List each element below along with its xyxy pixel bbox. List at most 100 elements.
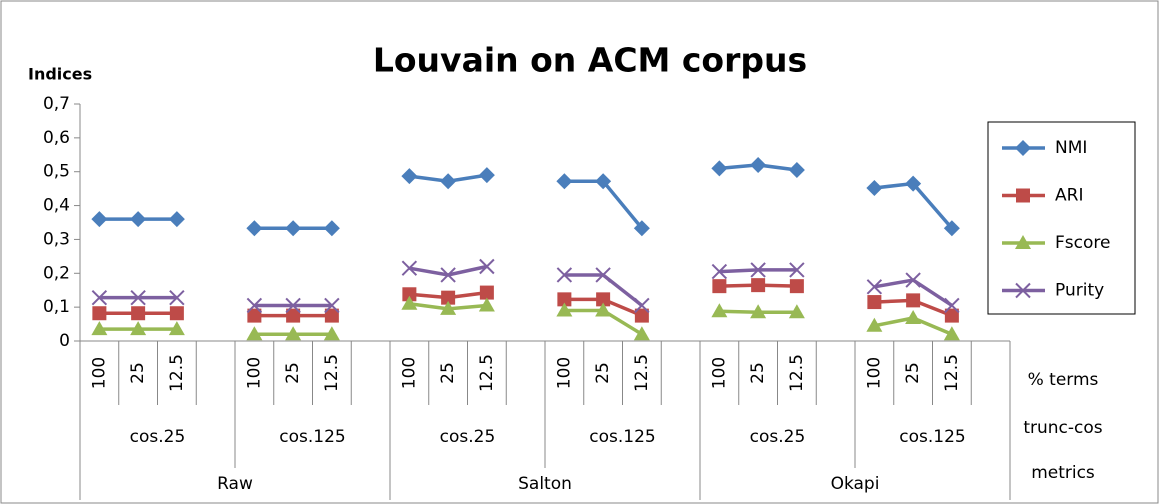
- marker: [596, 292, 611, 307]
- y-tick-label: 0,3: [43, 229, 70, 249]
- y-tick-label: 0,7: [43, 94, 70, 114]
- marker: [906, 293, 921, 308]
- marker: [750, 304, 767, 319]
- marker: [789, 262, 805, 278]
- marker: [323, 220, 340, 237]
- marker: [944, 297, 960, 314]
- marker: [247, 308, 262, 323]
- marker: [130, 321, 147, 336]
- marker: [595, 267, 611, 283]
- x-tick-label: 25: [593, 362, 613, 384]
- marker: [750, 156, 767, 173]
- subgroup-label: cos.125: [899, 427, 965, 447]
- y-tick-label: 0: [59, 331, 70, 351]
- marker: [285, 297, 301, 314]
- x-tick-label: 100: [244, 357, 264, 389]
- y-axis-label: Indices: [28, 65, 92, 84]
- marker: [711, 263, 728, 280]
- marker: [441, 290, 456, 305]
- marker: [324, 308, 339, 323]
- x-tick-label: 25: [748, 362, 768, 384]
- marker: [440, 173, 457, 190]
- marker: [943, 220, 960, 237]
- x-tick-label: 12.5: [477, 354, 497, 392]
- marker: [943, 326, 960, 341]
- legend-marker: [1015, 282, 1031, 299]
- marker: [556, 173, 573, 190]
- marker: [712, 279, 727, 294]
- marker: [788, 304, 805, 319]
- x-tick-label: 12.5: [322, 354, 342, 392]
- legend-marker: [1015, 235, 1031, 249]
- group-label: Raw: [217, 474, 253, 494]
- marker: [905, 272, 921, 288]
- marker: [711, 303, 728, 318]
- x-tick-label: 25: [283, 362, 303, 384]
- marker: [91, 321, 108, 336]
- chart-title: Louvain on ACM corpus: [373, 41, 807, 80]
- x-tick-label: 12.5: [632, 354, 652, 392]
- marker: [750, 262, 766, 278]
- marker: [905, 309, 922, 324]
- marker: [866, 317, 883, 332]
- x-tick-label: 12.5: [942, 354, 962, 392]
- legend-label: ARI: [1055, 186, 1083, 206]
- marker: [478, 297, 495, 312]
- marker: [130, 289, 146, 306]
- marker: [401, 295, 418, 310]
- marker: [789, 279, 804, 294]
- subgroup-label: cos.125: [589, 427, 655, 447]
- y-tick-label: 0,4: [43, 196, 70, 216]
- y-tick-label: 0,1: [43, 297, 70, 317]
- marker: [246, 297, 263, 314]
- marker: [402, 287, 417, 302]
- x-tick-label: 100: [89, 357, 109, 389]
- marker: [401, 260, 418, 276]
- marker: [595, 173, 612, 190]
- marker: [323, 326, 340, 341]
- marker: [440, 300, 457, 315]
- marker: [711, 160, 728, 177]
- marker: [401, 168, 418, 185]
- x-tick-label: 25: [903, 362, 923, 384]
- marker: [633, 326, 650, 341]
- legend-marker: [1015, 140, 1031, 156]
- x-tick-label: 100: [709, 357, 729, 389]
- level-label: metrics: [1031, 463, 1095, 483]
- marker: [595, 302, 612, 317]
- marker: [751, 278, 766, 293]
- x-tick-label: 25: [128, 362, 148, 384]
- marker: [478, 167, 495, 184]
- x-tick-label: 12.5: [787, 354, 807, 392]
- marker: [633, 220, 650, 237]
- marker: [905, 175, 922, 192]
- marker: [556, 302, 573, 317]
- y-tick-label: 0,2: [43, 263, 70, 283]
- marker: [866, 179, 883, 196]
- y-tick-label: 0,6: [43, 128, 70, 148]
- marker: [944, 308, 959, 323]
- subgroup-label: cos.125: [279, 427, 345, 447]
- x-tick-label: 100: [399, 357, 419, 389]
- marker: [91, 289, 108, 306]
- x-tick-label: 100: [864, 357, 884, 389]
- marker: [131, 306, 146, 321]
- legend-label: Fscore: [1055, 233, 1110, 253]
- marker: [557, 292, 572, 307]
- subgroup-label: cos.25: [750, 427, 806, 447]
- marker: [168, 321, 185, 336]
- marker: [556, 267, 573, 283]
- marker: [169, 306, 184, 321]
- marker: [788, 162, 805, 179]
- legend-box: [987, 121, 1136, 315]
- x-tick-label: 100: [554, 357, 574, 389]
- marker: [866, 279, 883, 295]
- marker: [246, 326, 263, 341]
- legend-label: Purity: [1055, 281, 1104, 301]
- marker: [479, 258, 495, 275]
- marker: [286, 308, 301, 323]
- group-label: Salton: [518, 474, 572, 494]
- marker: [285, 326, 302, 341]
